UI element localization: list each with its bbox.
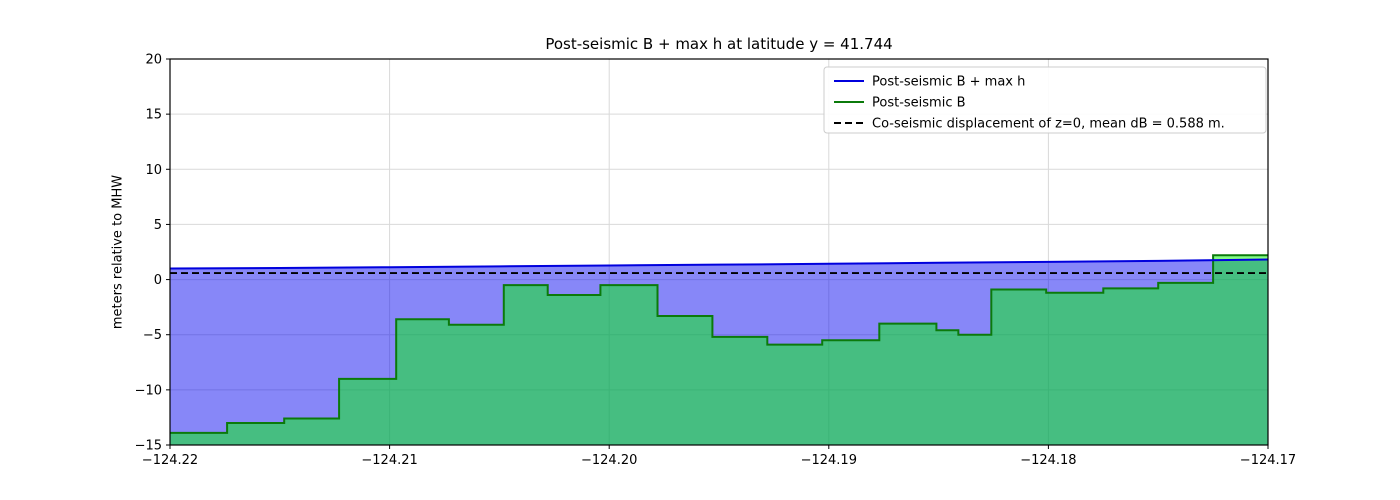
x-tick-label: −124.22	[142, 453, 198, 468]
y-tick-label: −10	[135, 383, 162, 398]
x-tick-label: −124.18	[1020, 453, 1076, 468]
legend-label: Post-seismic B + max h	[872, 75, 1025, 90]
axes-border	[169, 58, 1269, 446]
x-tick-label: −124.20	[581, 453, 637, 468]
post-seismic-b-max-h-fill	[170, 259, 1268, 445]
post-seismic-b-fill	[170, 255, 1268, 445]
y-tick-label: −15	[135, 439, 162, 454]
x-tick-label: −124.17	[1240, 453, 1296, 468]
post-seismic-b-line	[170, 254, 1268, 434]
x-tick-label: −124.21	[361, 453, 417, 468]
y-tick-label: 10	[145, 163, 162, 178]
x-tick-label: −124.19	[801, 453, 857, 468]
y-tick-label: 20	[145, 53, 162, 68]
legend-box	[823, 66, 1267, 134]
y-tick-label: 0	[154, 273, 162, 288]
y-tick-label: −5	[143, 328, 162, 343]
y-tick-label: 5	[154, 218, 162, 233]
chart-title: Post-seismic B + max h at latitude y = 4…	[545, 35, 893, 53]
y-tick-label: 15	[145, 108, 162, 123]
legend: Post-seismic B + max h Post-seismic B Co-s…	[823, 66, 1267, 134]
legend-label: Co-seismic displacement of z=0, mean dB …	[872, 117, 1225, 132]
legend-label: Post-seismic B	[872, 96, 966, 111]
post-seismic-b-max-h-line	[169, 258, 1269, 270]
